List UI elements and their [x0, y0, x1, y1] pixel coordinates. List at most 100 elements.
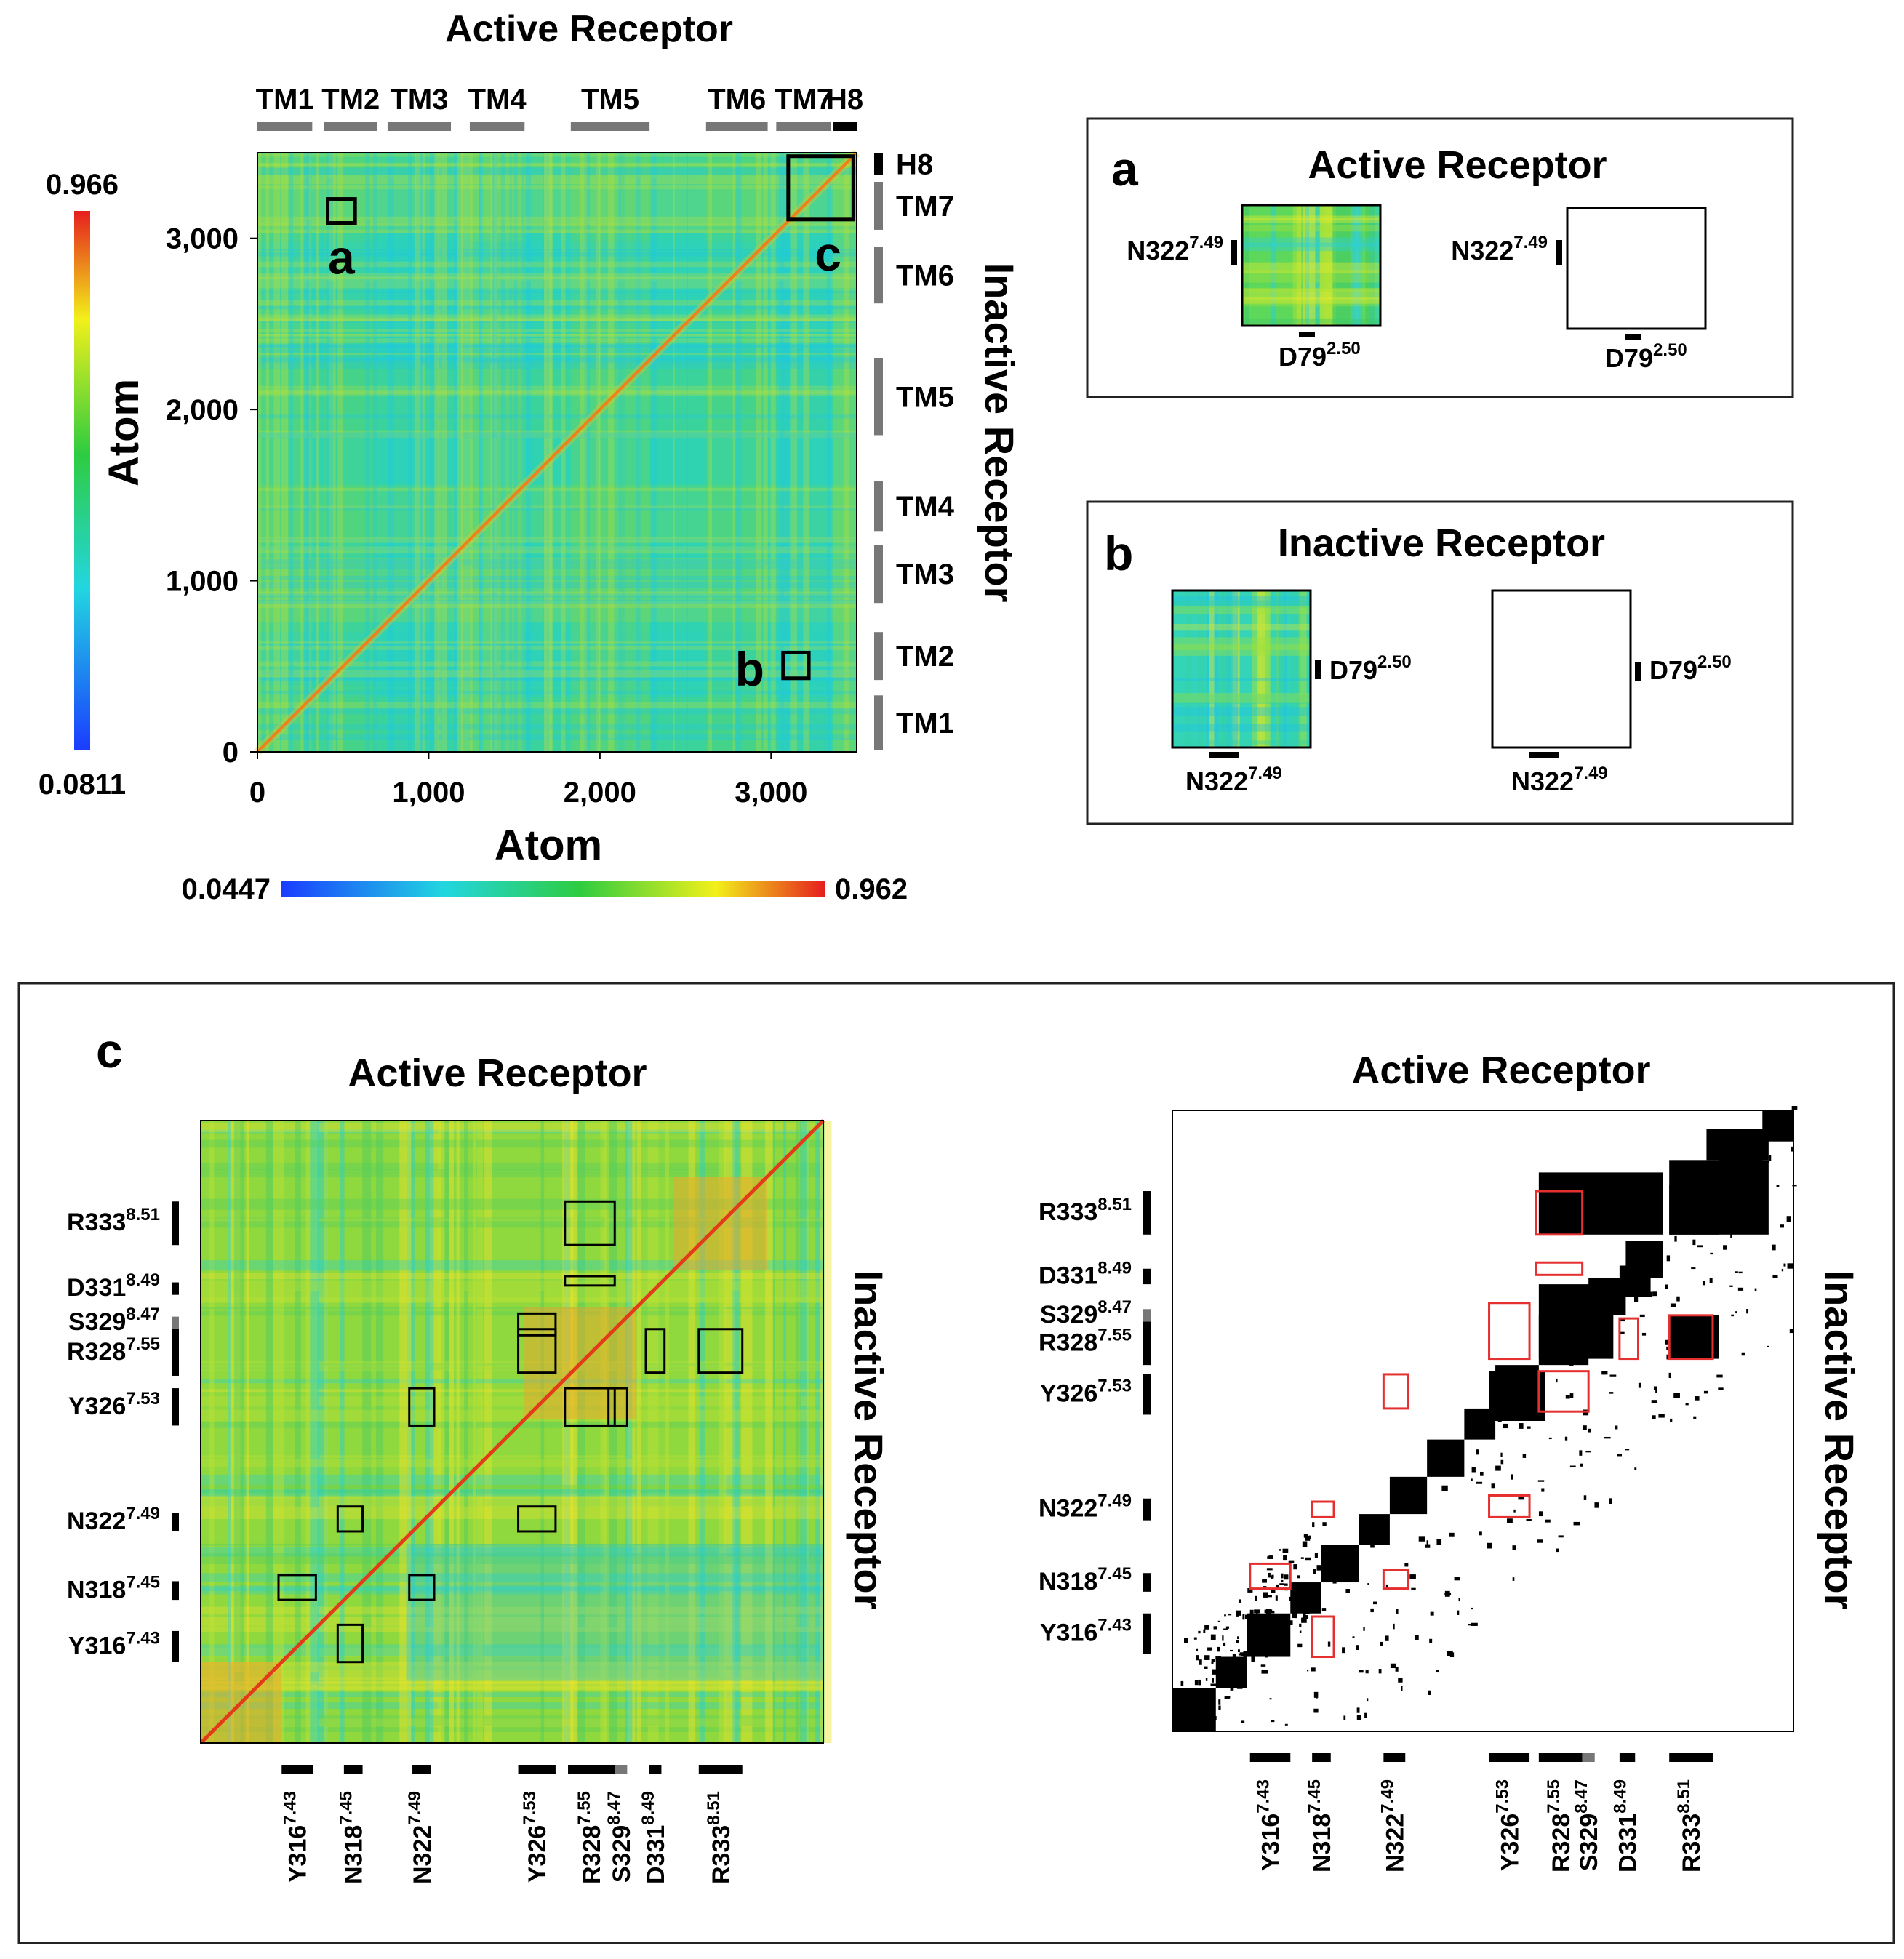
c-left-box-icon — [564, 1387, 616, 1427]
c-right-speck — [1256, 1612, 1258, 1616]
c-right-speck — [1211, 1659, 1216, 1663]
panel-b-yres-right: D792.50 — [1649, 652, 1732, 685]
y-tick-label: 3,000 — [166, 223, 239, 255]
panel-a-ytick-right — [1556, 240, 1562, 265]
c-right-speck — [1588, 1428, 1591, 1433]
c-left-stripe-h — [201, 1297, 823, 1303]
c-left-stripe-h — [201, 1687, 823, 1691]
c-left-stripe-v — [718, 1121, 727, 1743]
main-stripe-v — [372, 153, 377, 752]
zoom-box-icon — [781, 650, 811, 681]
main-stripe-h — [257, 273, 857, 279]
inset-cell-row — [1172, 596, 1311, 606]
main-stripe-h — [257, 547, 857, 550]
c-right-speck — [1409, 1574, 1416, 1579]
c-right-speck — [1225, 1626, 1230, 1629]
bottom-colorbar-max: 0.962 — [835, 873, 908, 905]
c-right-speck — [1297, 1575, 1300, 1579]
main-diagonal-halo — [254, 149, 860, 756]
main-band-v — [387, 153, 452, 752]
c-right-speck — [1237, 1649, 1240, 1653]
zoom-box-icon — [326, 197, 357, 225]
c-left-stripe-h — [201, 1727, 823, 1732]
c-right-speck — [1735, 1311, 1737, 1314]
c-right-speck — [1426, 1540, 1429, 1546]
main-stripe-v — [441, 153, 447, 752]
main-stripe-v — [521, 153, 524, 752]
c-right-speck — [1716, 1222, 1721, 1225]
c-right-speck — [1230, 1686, 1234, 1691]
main-stripe-h — [257, 305, 857, 310]
inset-cell-column — [1298, 590, 1307, 748]
c-left-stripe-h — [201, 1626, 823, 1632]
main-stripe-h — [257, 276, 857, 281]
c-right-speck — [1619, 1318, 1625, 1322]
main-stripe-v — [618, 153, 623, 752]
c-right-speck — [1670, 1303, 1676, 1307]
c-left-stripe-v — [407, 1121, 415, 1743]
c-left-stripe-v — [295, 1121, 301, 1743]
main-stripe-h — [257, 300, 857, 306]
c-right-speck — [1581, 1347, 1588, 1353]
c-left-stripe-h — [201, 1169, 823, 1178]
c-left-stripe-v — [273, 1121, 284, 1743]
residue-tick-icon — [1619, 1753, 1636, 1762]
c-right-speck — [1252, 1640, 1258, 1643]
c-right-speck — [1615, 1425, 1618, 1430]
inset-cell-column — [1270, 205, 1277, 326]
c-right-speck — [1218, 1676, 1221, 1678]
c-right-speck — [1231, 1681, 1237, 1684]
main-stripe-h — [257, 229, 857, 233]
c-right-speck — [1537, 1539, 1543, 1543]
c-right-red-box-icon — [1311, 1615, 1335, 1659]
main-stripe-v — [421, 153, 425, 752]
residue-y-label: R3287.55 — [67, 1334, 160, 1366]
c-right-speck — [1213, 1715, 1217, 1720]
c-right-speck — [1267, 1556, 1273, 1559]
c-right-speck — [1655, 1389, 1657, 1393]
c-right-speck — [1244, 1614, 1250, 1619]
c-right-speck — [1695, 1396, 1700, 1401]
c-right-speck — [1776, 1185, 1780, 1187]
main-stripe-h — [257, 220, 857, 225]
panel-a-yres-left: N3227.49 — [1127, 233, 1223, 265]
c-right-speck — [1265, 1609, 1271, 1614]
c-right-speck — [1288, 1560, 1295, 1563]
c-left-stripe-h — [201, 1123, 823, 1133]
residue-x-label: Y3167.43 — [1254, 1779, 1285, 1871]
c-right-speck — [1471, 1622, 1478, 1626]
main-stripe-v — [479, 153, 484, 752]
c-right-contact-cluster — [1706, 1129, 1769, 1161]
residue-y-label: Y3167.43 — [68, 1628, 160, 1659]
right-segment-label: TM3 — [896, 558, 954, 590]
c-right-speck — [1772, 1244, 1776, 1251]
c-right-speck — [1441, 1485, 1448, 1491]
main-stripe-h — [257, 582, 857, 588]
main-stripe-v — [461, 153, 469, 752]
residue-tick-icon — [1143, 1573, 1151, 1592]
main-stripe-v — [257, 153, 262, 752]
c-left-stripe-v — [473, 1121, 476, 1743]
c-left-stripe-h — [201, 1379, 823, 1384]
residue-x-label: Y3267.53 — [520, 1791, 551, 1883]
main-stripe-h — [257, 162, 857, 167]
c-right-speck — [1311, 1667, 1316, 1672]
residue-x-label: D3318.49 — [639, 1791, 670, 1884]
c-right-speck — [1652, 1415, 1656, 1419]
c-right-speck — [1580, 1463, 1583, 1467]
residue-tick-icon — [1582, 1753, 1595, 1762]
right-segment-label: TM7 — [896, 191, 954, 223]
c-right-speck — [1639, 1314, 1645, 1318]
c-right-speck — [1236, 1687, 1243, 1689]
c-right-speck — [1249, 1629, 1252, 1633]
inset-cell-row — [1172, 637, 1311, 651]
c-right-speck — [1322, 1522, 1327, 1526]
c-right-speck — [1572, 1336, 1578, 1342]
c-right-speck — [1262, 1579, 1267, 1583]
main-stripe-h — [257, 223, 857, 226]
c-right-speck — [1730, 1234, 1732, 1238]
c-right-speck — [1585, 1450, 1591, 1453]
main-stripe-v — [608, 153, 615, 752]
c-right-speck — [1393, 1623, 1395, 1630]
c-right-speck — [1670, 1418, 1673, 1422]
